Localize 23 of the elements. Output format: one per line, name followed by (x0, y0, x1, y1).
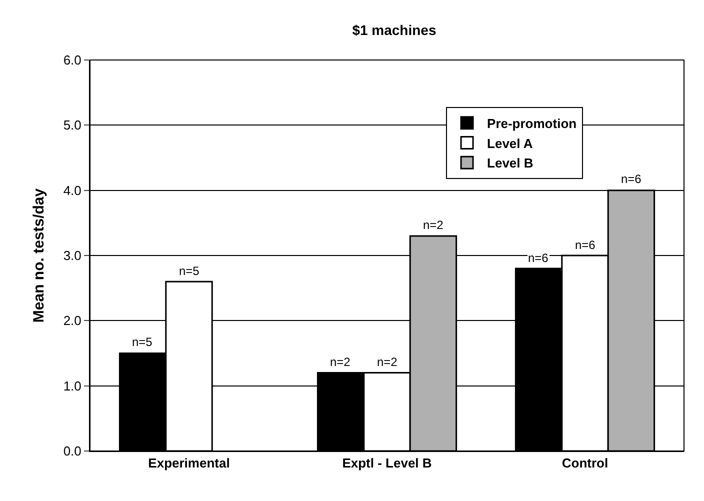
legend-label: Pre-promotion (487, 116, 577, 131)
annotation: n=6 (528, 251, 549, 265)
annotation: n=2 (423, 218, 444, 232)
y-tick-label: 3.0 (63, 248, 82, 264)
annotation: n=6 (575, 238, 596, 252)
y-tick-label: 0.0 (63, 444, 82, 459)
chart-title: $1 machines (352, 22, 436, 38)
annotation: n=6 (621, 172, 642, 186)
legend-label: Level A (487, 136, 534, 151)
y-tick-label: 2.0 (63, 313, 82, 328)
x-tick-label: Experimental (148, 456, 230, 471)
y-tick-label: 5.0 (63, 118, 82, 133)
legend-label: Level B (487, 156, 534, 171)
annotation: n=2 (330, 355, 351, 369)
y-tick-label: 6.0 (63, 52, 82, 68)
annotation: n=2 (377, 355, 398, 369)
y-axis-title: Mean no. tests/day (30, 188, 48, 323)
annotation: n=5 (179, 264, 200, 278)
y-tick-label: 4.0 (63, 182, 82, 198)
annotation: n=5 (132, 335, 153, 349)
x-tick-label: Control (562, 456, 608, 471)
x-tick-label: Exptl - Level B (342, 456, 432, 471)
y-tick-label: 1.0 (63, 378, 82, 394)
